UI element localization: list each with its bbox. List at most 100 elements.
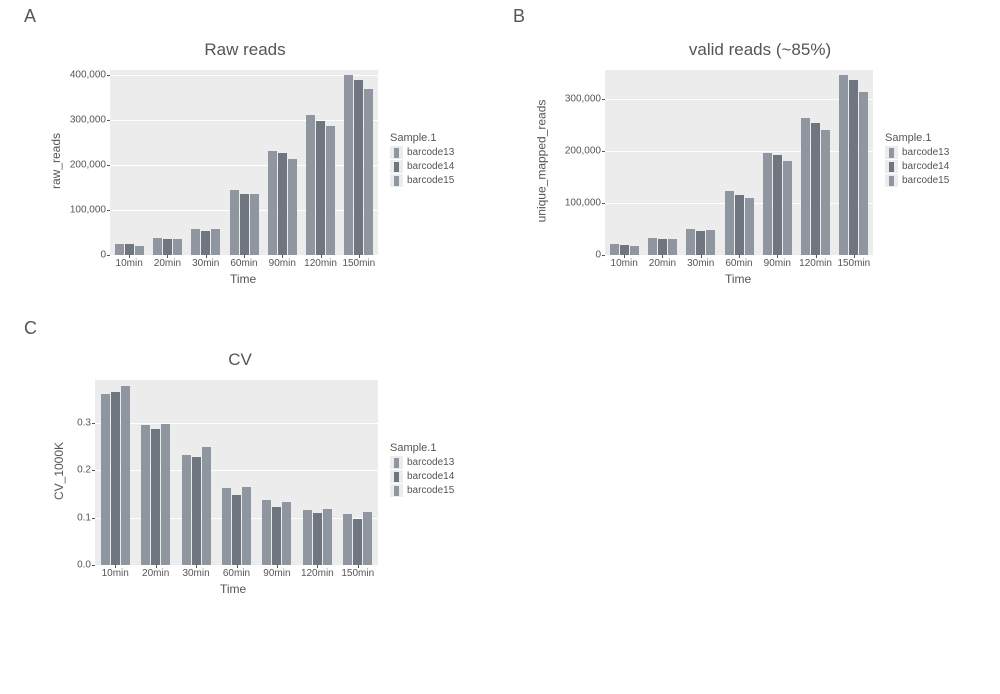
xtick-label: 150min xyxy=(341,568,374,579)
legend-label: barcode14 xyxy=(407,161,454,172)
gridline xyxy=(605,151,873,152)
bar xyxy=(668,239,677,255)
bar xyxy=(316,121,325,255)
xtick-mark xyxy=(701,255,702,258)
xtick-mark xyxy=(358,565,359,568)
xtick-mark xyxy=(777,255,778,258)
chart-b-plot: 0100,000200,000300,00010min20min30min60m… xyxy=(605,70,873,255)
legend-swatch xyxy=(390,174,403,187)
ytick-mark xyxy=(107,165,110,166)
bar xyxy=(620,245,629,255)
bar xyxy=(242,487,251,565)
bar xyxy=(211,229,220,255)
legend-label: barcode13 xyxy=(407,457,454,468)
legend-swatch xyxy=(885,160,898,173)
ytick-mark xyxy=(92,518,95,519)
xtick-label: 30min xyxy=(687,258,714,269)
xtick-mark xyxy=(156,565,157,568)
xtick-mark xyxy=(317,565,318,568)
bar xyxy=(306,115,315,255)
ytick-mark xyxy=(92,565,95,566)
legend-item: barcode13 xyxy=(885,146,949,159)
legend-swatch xyxy=(390,146,403,159)
bar xyxy=(344,75,353,255)
xtick-mark xyxy=(237,565,238,568)
ytick-label: 300,000 xyxy=(565,93,601,104)
xtick-label: 20min xyxy=(649,258,676,269)
xtick-label: 150min xyxy=(342,258,375,269)
bar xyxy=(101,394,110,565)
gridline xyxy=(605,99,873,100)
bar xyxy=(192,457,201,565)
gridline xyxy=(110,120,378,121)
bar xyxy=(706,230,715,255)
ytick-label: 0.2 xyxy=(77,465,91,476)
chart-c-ylabel: CV_1000K xyxy=(52,442,66,500)
bar xyxy=(811,123,820,255)
gridline xyxy=(95,470,378,471)
chart-c: CV 0.00.10.20.310min20min30min60min90min… xyxy=(40,350,470,600)
xtick-mark xyxy=(115,565,116,568)
bar xyxy=(630,246,639,255)
ytick-label: 200,000 xyxy=(565,145,601,156)
xtick-label: 150min xyxy=(837,258,870,269)
legend-item: barcode15 xyxy=(390,174,454,187)
gridline xyxy=(95,423,378,424)
legend-swatch xyxy=(885,174,898,187)
ytick-mark xyxy=(602,203,605,204)
legend-label: barcode14 xyxy=(902,161,949,172)
chart-a-legend: Sample.1barcode13barcode14barcode15 xyxy=(390,132,454,188)
bar xyxy=(801,118,810,255)
ytick-mark xyxy=(602,99,605,100)
legend-label: barcode14 xyxy=(407,471,454,482)
chart-b-legend: Sample.1barcode13barcode14barcode15 xyxy=(885,132,949,188)
ytick-mark xyxy=(107,255,110,256)
bar xyxy=(658,239,667,255)
xtick-mark xyxy=(277,565,278,568)
chart-c-plot: 0.00.10.20.310min20min30min60min90min120… xyxy=(95,380,378,565)
xtick-label: 90min xyxy=(764,258,791,269)
chart-c-title: CV xyxy=(170,350,310,370)
xtick-label: 90min xyxy=(269,258,296,269)
xtick-mark xyxy=(129,255,130,258)
ytick-mark xyxy=(92,423,95,424)
xtick-label: 60min xyxy=(230,258,257,269)
bar xyxy=(364,89,373,255)
ytick-label: 0.3 xyxy=(77,417,91,428)
legend-swatch xyxy=(390,470,403,483)
ytick-label: 0 xyxy=(595,250,601,261)
bar xyxy=(763,153,772,255)
chart-a-xlabel: Time xyxy=(230,272,256,286)
ytick-mark xyxy=(107,75,110,76)
xtick-label: 20min xyxy=(142,568,169,579)
legend-item: barcode15 xyxy=(390,484,454,497)
legend-item: barcode13 xyxy=(390,456,454,469)
bar xyxy=(222,488,231,565)
bar xyxy=(839,75,848,255)
bar xyxy=(735,195,744,255)
legend-swatch xyxy=(390,456,403,469)
xtick-label: 20min xyxy=(154,258,181,269)
gridline xyxy=(110,75,378,76)
ytick-label: 0.1 xyxy=(77,512,91,523)
xtick-label: 60min xyxy=(725,258,752,269)
xtick-mark xyxy=(282,255,283,258)
bar xyxy=(272,507,281,565)
ytick-mark xyxy=(107,210,110,211)
xtick-mark xyxy=(167,255,168,258)
xtick-label: 10min xyxy=(102,568,129,579)
legend-label: barcode15 xyxy=(407,175,454,186)
ytick-mark xyxy=(92,470,95,471)
ytick-label: 0.0 xyxy=(77,560,91,571)
bar xyxy=(323,509,332,565)
legend-swatch xyxy=(885,146,898,159)
bar xyxy=(648,238,657,255)
ytick-label: 200,000 xyxy=(70,159,106,170)
bar xyxy=(288,159,297,255)
chart-b: valid reads (~85%) 0100,000200,000300,00… xyxy=(510,40,970,290)
bar xyxy=(725,191,734,255)
bar xyxy=(610,244,619,255)
xtick-label: 30min xyxy=(192,258,219,269)
ytick-mark xyxy=(107,120,110,121)
bar xyxy=(151,429,160,565)
